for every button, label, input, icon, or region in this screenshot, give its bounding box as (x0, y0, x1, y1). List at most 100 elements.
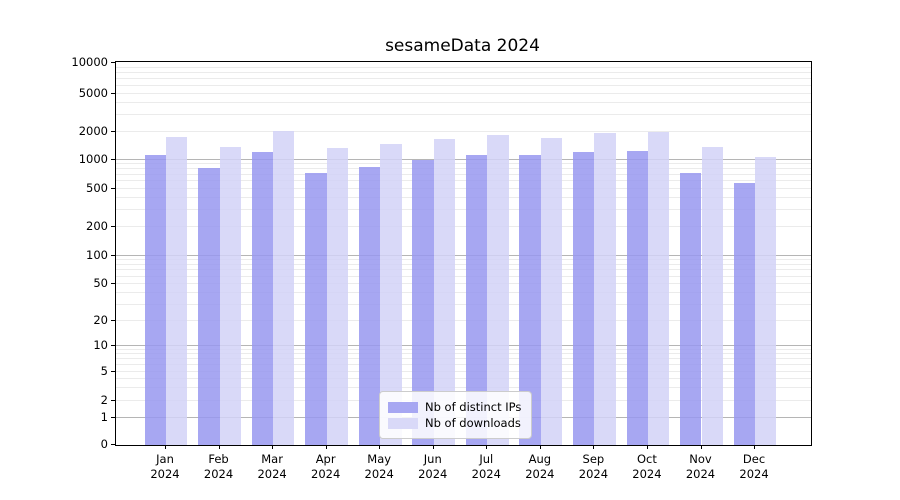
y-tick-mark (111, 93, 115, 94)
y-tick-label: 50 (93, 276, 108, 290)
y-tick-label: 500 (86, 181, 108, 195)
x-tick-mark (379, 445, 381, 449)
legend-row: Nb of downloads (388, 416, 521, 430)
minor-gridline (116, 66, 811, 68)
minor-gridline (116, 173, 811, 175)
minor-gridline (116, 348, 811, 350)
minor-gridline (116, 180, 811, 182)
minor-gridline (116, 114, 811, 116)
y-tick-label: 2 (100, 392, 108, 407)
y-tick-label: 0 (100, 437, 108, 451)
y-tick-label: 5 (100, 364, 108, 378)
chart-title: sesameData 2024 (385, 36, 540, 56)
minor-gridline (116, 283, 811, 284)
minor-gridline (116, 377, 811, 379)
y-tick-label: 10 (93, 338, 108, 352)
y-tick-label: 1000 (78, 151, 108, 166)
minor-gridline (116, 71, 811, 73)
bar-downloads (380, 144, 402, 445)
bar-distinct-ips (198, 168, 220, 445)
bar-distinct-ips (519, 155, 541, 445)
x-tick-mark (539, 445, 541, 449)
minor-gridline (116, 275, 811, 277)
minor-gridline (116, 77, 811, 79)
bar-downloads (755, 156, 777, 445)
minor-gridline (116, 264, 811, 265)
x-tick-label: Mar 2024 (257, 452, 287, 481)
minor-gridline (116, 364, 811, 366)
x-tick-label: Nov 2024 (685, 452, 716, 481)
minor-gridline (116, 269, 811, 271)
x-tick-mark (432, 445, 434, 449)
y-tick-mark (111, 131, 115, 132)
minor-gridline (116, 358, 811, 360)
legend-swatch-downloads (388, 417, 418, 429)
bar-distinct-ips (680, 173, 702, 445)
x-tick-mark (593, 445, 595, 449)
x-tick-mark (325, 445, 327, 449)
bar-distinct-ips (305, 173, 327, 445)
x-tick-label: Apr 2024 (311, 452, 341, 481)
bar-distinct-ips (733, 183, 756, 445)
minor-gridline (116, 131, 811, 132)
y-tick-mark (111, 62, 115, 63)
y-tick-mark (111, 416, 115, 418)
major-gridline (116, 345, 811, 346)
major-gridline (116, 255, 811, 256)
legend-label: Nb of downloads (425, 416, 521, 430)
x-tick-label: Feb 2024 (203, 452, 234, 481)
bar-downloads (701, 146, 723, 445)
x-tick-label: Oct 2024 (632, 452, 662, 481)
y-tick-mark (111, 320, 115, 321)
minor-gridline (116, 209, 811, 211)
y-tick-label: 5000 (78, 86, 108, 100)
minor-gridline (116, 292, 811, 293)
x-tick-mark (272, 445, 274, 449)
x-tick-label: May 2024 (364, 452, 394, 481)
bar-distinct-ips (358, 167, 381, 445)
bar-distinct-ips (412, 159, 434, 445)
minor-gridline (116, 303, 811, 305)
minor-gridline (116, 102, 811, 104)
bar-distinct-ips (251, 152, 274, 445)
y-tick-mark (111, 283, 115, 284)
bar-downloads (219, 147, 241, 445)
x-tick-mark (646, 445, 648, 449)
minor-gridline (116, 197, 811, 199)
y-tick-mark (111, 226, 115, 227)
bar-downloads (647, 131, 670, 445)
minor-gridline (116, 353, 811, 355)
legend: Nb of distinct IPs Nb of downloads (379, 391, 533, 439)
x-tick-label: Jan 2024 (150, 452, 180, 481)
x-tick-label: Dec 2024 (739, 452, 769, 481)
bar-downloads (166, 137, 188, 445)
minor-gridline (116, 162, 811, 164)
x-tick-mark (700, 445, 702, 449)
bar-distinct-ips (465, 155, 488, 445)
bar-downloads (273, 131, 295, 445)
y-tick-mark (111, 371, 115, 372)
bar-downloads (540, 137, 563, 445)
x-tick-label: Sep 2024 (578, 452, 609, 481)
minor-gridline (116, 371, 811, 372)
minor-gridline (116, 320, 811, 321)
y-tick-label: 2000 (78, 124, 108, 138)
x-tick-mark (218, 445, 220, 449)
x-tick-label: Jul 2024 (471, 452, 501, 481)
y-tick-mark (111, 255, 115, 256)
minor-gridline (116, 386, 811, 388)
y-tick-label: 20 (93, 313, 108, 327)
x-tick-label: Aug 2024 (525, 452, 555, 481)
y-tick-label: 1 (100, 409, 108, 424)
bar-downloads (594, 132, 616, 445)
bar-downloads (326, 148, 349, 445)
y-tick-mark (111, 188, 115, 189)
bar-distinct-ips (573, 151, 595, 445)
minor-gridline (116, 226, 811, 227)
y-tick-mark (111, 345, 115, 346)
y-tick-label: 100 (86, 248, 108, 262)
y-tick-mark (111, 444, 115, 445)
bar-downloads (433, 139, 456, 445)
legend-label: Nb of distinct IPs (425, 400, 522, 414)
